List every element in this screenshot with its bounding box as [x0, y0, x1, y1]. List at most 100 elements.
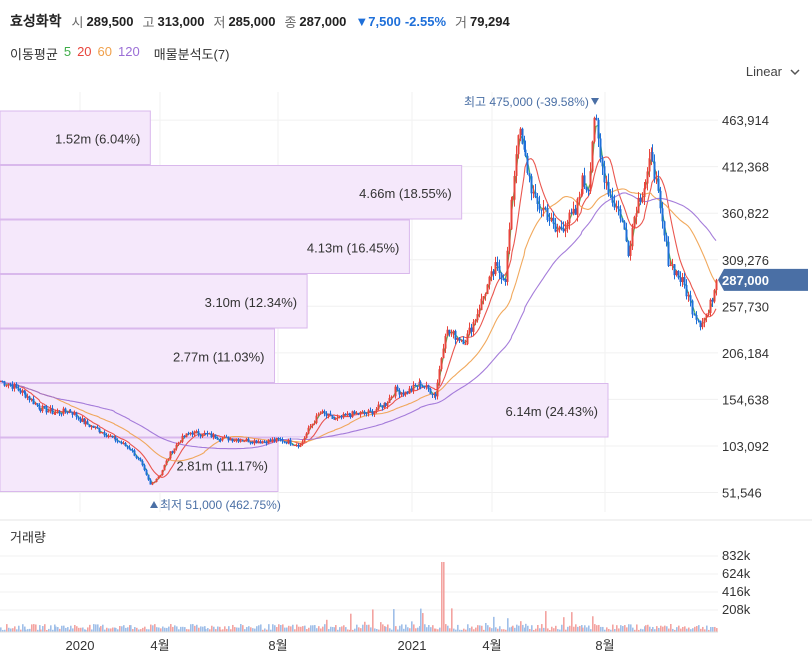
volume-bar — [503, 629, 505, 632]
time-axis: 2020 4월 8월 2021 4월 8월 — [66, 638, 615, 653]
volume-bar — [417, 627, 419, 632]
volume-bar — [54, 624, 56, 632]
volume-bar — [424, 624, 426, 632]
volume-bar — [645, 625, 647, 632]
candle-body — [414, 384, 417, 386]
candle-body — [715, 279, 718, 291]
volume-bar — [656, 626, 658, 632]
volume-bar — [415, 628, 417, 632]
ma-60[interactable]: 60 — [97, 44, 113, 59]
volume-bar — [449, 628, 451, 632]
candle-body — [595, 117, 598, 120]
high-marker-arrow — [591, 98, 599, 105]
candle-body — [206, 433, 209, 435]
candle-body — [51, 408, 54, 414]
candle-body — [484, 294, 487, 297]
candle-body — [295, 445, 298, 447]
candle-body — [137, 457, 140, 459]
volume-bar — [395, 626, 397, 632]
volume-bar — [316, 628, 318, 632]
volume-bar — [702, 626, 704, 632]
candle-body — [17, 387, 20, 391]
candle-body — [500, 272, 503, 280]
volume-tick: 832k — [722, 548, 751, 563]
volume-bar — [262, 629, 264, 632]
candle-body — [425, 385, 428, 388]
candle-body — [285, 441, 288, 444]
volume-bar — [588, 625, 590, 632]
candle-body — [169, 451, 172, 459]
volume-bar — [115, 628, 117, 632]
volume-profile-bar — [0, 110, 151, 165]
candle-body — [321, 411, 324, 413]
volume-bar — [125, 627, 127, 632]
volume-bar — [559, 629, 561, 632]
candle-body — [41, 405, 44, 412]
volume-bar — [292, 624, 294, 632]
candle-body — [265, 441, 268, 444]
volume-bar — [294, 629, 296, 632]
volume-bar — [106, 627, 108, 632]
ma-20[interactable]: 20 — [77, 44, 92, 59]
volume-bar — [0, 627, 2, 632]
volume-bar — [495, 627, 497, 632]
candle-body — [109, 435, 112, 437]
candle-body — [323, 411, 326, 414]
volume-bar — [505, 629, 507, 632]
candle-body — [24, 392, 27, 398]
volume-bar — [69, 629, 71, 632]
candle-body — [163, 465, 166, 471]
volume-bar — [626, 627, 628, 632]
candle-body — [344, 413, 347, 416]
volume-bar — [647, 624, 649, 632]
candle-body — [15, 384, 18, 388]
price-header: 효성화학 시 289,500 고 313,000 저 285,000 종 287… — [10, 10, 519, 32]
candle-body — [77, 416, 80, 419]
volume-bar — [312, 625, 314, 632]
volume-profile-bar — [0, 437, 279, 492]
candle-body — [523, 143, 526, 150]
ma-5[interactable]: 5 — [63, 44, 72, 59]
candle-body — [81, 418, 84, 422]
volume-bar — [20, 629, 22, 632]
candle-body — [388, 397, 391, 403]
volume-bar — [57, 627, 59, 632]
volume-bar — [628, 624, 630, 632]
volume-bar — [463, 628, 465, 632]
candle-body — [492, 271, 495, 275]
candle-body — [644, 183, 647, 189]
candle-body — [340, 415, 343, 418]
ma-120[interactable]: 120 — [118, 44, 140, 59]
candle-body — [13, 384, 16, 389]
volume-bar — [150, 624, 152, 632]
candle-body — [161, 470, 164, 475]
volume-bar — [211, 625, 213, 632]
volume-bar — [310, 625, 312, 632]
volume-bar — [582, 627, 584, 632]
volume-bar — [704, 629, 706, 632]
volume-bar — [339, 627, 341, 632]
volume-bar — [298, 626, 300, 632]
price-tick: 257,730 — [722, 299, 769, 314]
volume-bar — [252, 628, 254, 632]
volume-bar — [97, 624, 99, 632]
time-tick: 2020 — [66, 638, 95, 653]
candle-body — [56, 411, 59, 413]
volume-bar — [672, 628, 674, 632]
volume-bar — [304, 625, 306, 632]
volume-bar — [545, 611, 547, 632]
volume-bar — [712, 627, 714, 632]
volume-bar — [620, 625, 622, 632]
volume-bar — [549, 629, 551, 632]
ma-label[interactable]: 이동평균 — [10, 47, 58, 62]
volume-bar — [250, 627, 252, 632]
candle-body — [201, 435, 204, 437]
candle-body — [371, 411, 374, 415]
volume-profile-label[interactable]: 매물분석도(7) — [153, 47, 230, 62]
candle-body — [219, 439, 222, 441]
candle-body — [159, 474, 162, 477]
scale-dropdown[interactable]: Linear — [746, 64, 800, 79]
candle-body — [118, 441, 121, 443]
volume-bar — [471, 626, 473, 632]
